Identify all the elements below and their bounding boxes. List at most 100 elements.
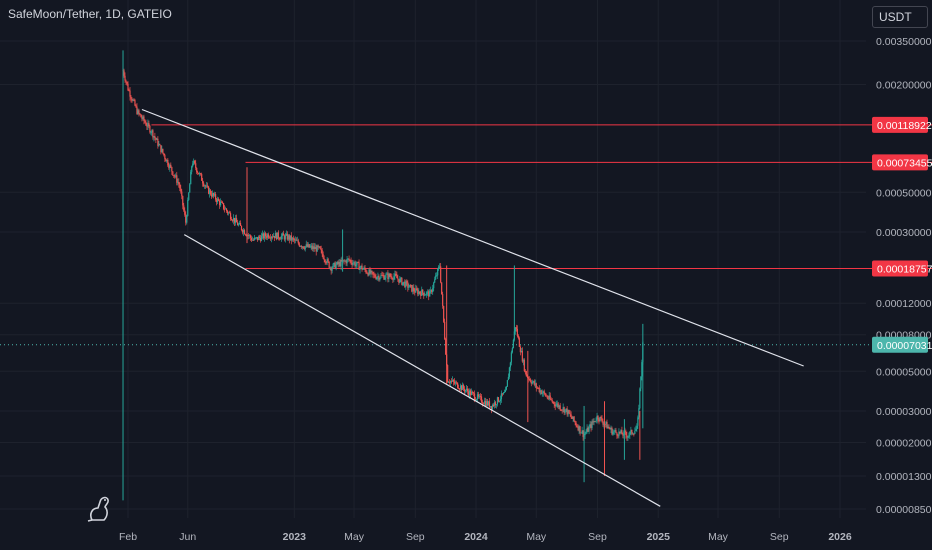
candle-body [157, 138, 159, 146]
candle-body [314, 247, 316, 250]
candle-body [498, 401, 501, 402]
candle-body [271, 236, 273, 238]
candle-body [127, 83, 129, 91]
candle-body [421, 289, 423, 296]
candle-body [327, 259, 329, 262]
candle-body [539, 390, 541, 392]
candle-body [546, 395, 548, 398]
candle-body [208, 186, 210, 194]
candle-body [259, 237, 262, 241]
candle-body [573, 416, 575, 422]
candle-body [128, 90, 130, 92]
candle-body [562, 407, 564, 410]
candle-body [453, 379, 455, 382]
candle-body [451, 381, 453, 382]
currency-button[interactable]: USDT [872, 6, 928, 28]
candle-body [335, 264, 337, 269]
candle-body [549, 395, 551, 400]
candle-body [199, 173, 201, 175]
candle-body [403, 281, 405, 283]
x-axis[interactable]: Feb Jun 2023 May Sep 2024 May Sep 2025 May Sep 2026 [119, 531, 852, 543]
candle-body [172, 171, 174, 176]
candle-body [444, 321, 446, 339]
candle-body [295, 239, 297, 241]
candle-body [137, 110, 139, 114]
candle-body [387, 273, 389, 279]
candle-body [631, 429, 633, 434]
candle-body [134, 100, 136, 106]
candle-body [389, 273, 391, 277]
candle-body [353, 262, 355, 264]
candle-body [410, 284, 412, 286]
candle-body [383, 275, 385, 280]
candle-body [323, 258, 325, 260]
candle-body [567, 410, 569, 415]
candle-body [364, 267, 366, 270]
candle-body [320, 248, 322, 251]
candle-body [144, 120, 146, 123]
candle-body [450, 381, 452, 383]
candle-body [240, 225, 243, 231]
candle-body [633, 433, 635, 435]
candle-body [202, 180, 204, 184]
candle-body [215, 194, 217, 200]
candle-body [522, 359, 524, 362]
candle-body [232, 217, 235, 221]
candle-body [356, 262, 358, 265]
candle-body [351, 262, 353, 265]
candle-body [296, 240, 298, 242]
candle-body [262, 233, 265, 239]
candle-body [438, 266, 440, 269]
candle-body [375, 277, 377, 279]
candle-body [485, 401, 488, 406]
x-tick-label: Jun [179, 531, 196, 543]
candle-body [496, 397, 499, 405]
candle-body [632, 433, 634, 435]
candle-body [231, 220, 234, 222]
candle-body [586, 427, 588, 433]
chart-title: SafeMoon/Tether, 1D, GATEIO [8, 7, 172, 21]
x-tick-label: 2024 [464, 531, 488, 543]
candle-body [161, 148, 163, 153]
candle-body [300, 245, 302, 248]
candle-body [415, 288, 417, 293]
candle-body [417, 289, 419, 295]
candle-body [185, 214, 187, 223]
candle-body [519, 346, 521, 353]
y-axis[interactable]: 0.00350000 0.00200000 0.00050000 0.00030000… [876, 36, 932, 516]
candle-body [564, 409, 566, 413]
candle-body [459, 388, 461, 390]
candle-body [488, 401, 491, 408]
candle-body [279, 238, 281, 240]
price-labels: 0.00118922 0.00073455 0.00018757 0.00007031 [872, 116, 932, 353]
candle-body [338, 261, 340, 265]
candle-body [319, 246, 321, 249]
candle-body [163, 153, 165, 156]
candle-body [449, 382, 451, 384]
candle-body [213, 193, 215, 196]
candle-body [565, 408, 567, 410]
candle-body [362, 268, 364, 270]
candle-body [210, 190, 212, 195]
trendlines[interactable] [141, 108, 804, 507]
candle-body [193, 160, 195, 164]
candle-body [187, 199, 189, 216]
candle-body [594, 420, 596, 422]
candle-body [347, 258, 349, 260]
candle-body [125, 80, 127, 82]
candle-body [217, 198, 219, 203]
candle-body [382, 275, 384, 276]
candle-body [145, 122, 147, 126]
candle-body [493, 402, 496, 406]
candle-body [440, 266, 442, 283]
candle-body [216, 199, 218, 203]
x-tick-label: 2026 [828, 531, 852, 543]
candle-body [349, 259, 351, 261]
price-level-label-box [872, 154, 928, 171]
candle-body [454, 381, 456, 384]
candle-body [640, 376, 642, 389]
candle-body [393, 276, 395, 280]
candle-body [212, 193, 214, 197]
candle-body [298, 243, 300, 247]
